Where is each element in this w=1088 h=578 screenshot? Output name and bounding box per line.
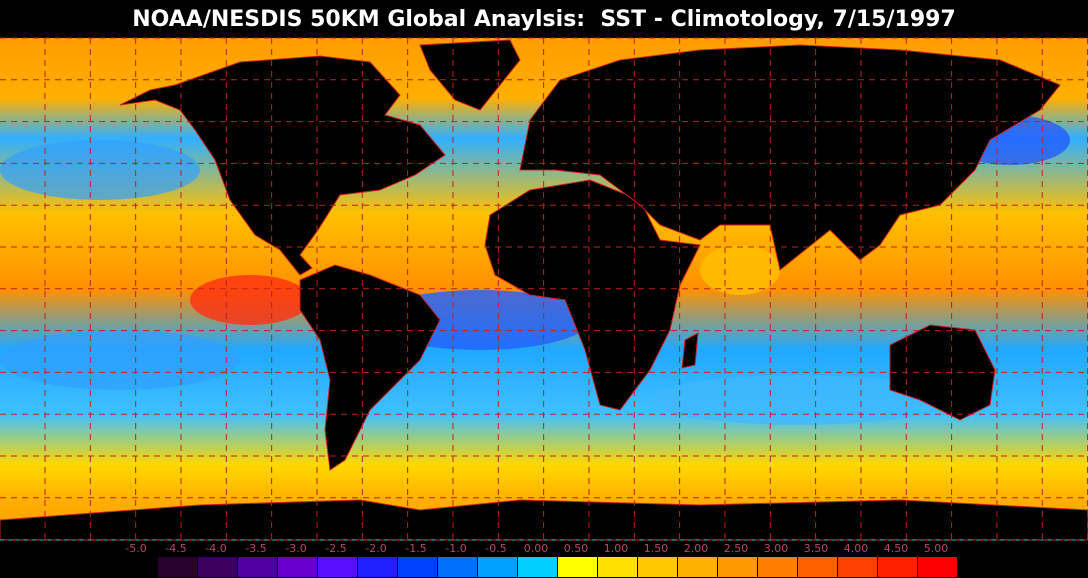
colorbar-label: -4.0 — [205, 542, 226, 555]
color-swatch — [358, 557, 397, 577]
colorbar-label: 1.50 — [644, 542, 669, 555]
map-title: NOAA/NESDIS 50KM Global Anaylsis: SST - … — [132, 7, 956, 32]
ocean-anomaly — [700, 245, 780, 295]
ocean-anomaly — [190, 275, 310, 325]
ocean-anomaly — [0, 330, 240, 390]
color-swatch — [598, 557, 637, 577]
color-swatch — [518, 557, 557, 577]
color-swatch — [878, 557, 917, 577]
color-swatch — [198, 557, 237, 577]
colorbar-label: -5.0 — [125, 542, 146, 555]
color-swatch — [438, 557, 477, 577]
color-swatch — [238, 557, 277, 577]
color-swatch — [478, 557, 517, 577]
colorbar-label: -0.5 — [485, 542, 506, 555]
colorbar-label: 2.00 — [684, 542, 709, 555]
color-swatch — [918, 557, 957, 577]
color-swatch — [558, 557, 597, 577]
eurasia — [519, 44, 1061, 271]
colorbar-label: 0.00 — [524, 542, 549, 555]
color-swatch — [158, 557, 197, 577]
color-swatch — [398, 557, 437, 577]
map — [0, 37, 1088, 541]
madagascar — [681, 332, 699, 369]
colorbar-label: -2.5 — [325, 542, 346, 555]
south-america — [299, 264, 441, 471]
colorbar-label: 1.00 — [604, 542, 629, 555]
colorbar-label: -2.0 — [365, 542, 386, 555]
colorbar-label: -3.5 — [245, 542, 266, 555]
colorbar-label: 2.50 — [724, 542, 749, 555]
colorbar-label: 3.50 — [804, 542, 829, 555]
colorbar-label: 3.00 — [764, 542, 789, 555]
color-swatch — [758, 557, 797, 577]
greenland — [419, 39, 521, 111]
north-america — [119, 55, 446, 276]
color-swatch — [678, 557, 717, 577]
australia — [889, 324, 996, 421]
ocean-anomaly — [0, 140, 200, 200]
colorbar-label: 4.50 — [884, 542, 909, 555]
color-swatch — [638, 557, 677, 577]
colorbar-label: -4.5 — [165, 542, 186, 555]
color-swatch — [838, 557, 877, 577]
color-swatch — [278, 557, 317, 577]
antarctica — [0, 499, 1088, 541]
colorbar-label: 4.00 — [844, 542, 869, 555]
colorbar-label: 0.50 — [564, 542, 589, 555]
color-swatch — [798, 557, 837, 577]
colorbar-label: -1.5 — [405, 542, 426, 555]
colorbar: -5.0 -4.5 -4.0 -3.5 -3.0 -2.5 -2.0 -1.5 -1.0 -0.5… — [125, 542, 957, 577]
colorbar-label: 5.00 — [924, 542, 949, 555]
color-swatch — [718, 557, 757, 577]
colorbar-label: -3.0 — [285, 542, 306, 555]
colorbar-label: -1.0 — [445, 542, 466, 555]
color-swatch — [318, 557, 357, 577]
